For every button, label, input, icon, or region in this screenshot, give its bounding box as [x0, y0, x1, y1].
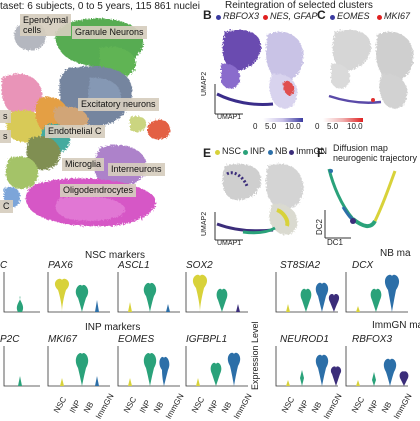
cluster-label-oligodendrocytes: Oligodendrocytes [60, 184, 137, 197]
panel-e-letter: E [203, 146, 212, 160]
nsc-markers-header: NSC markers [85, 250, 146, 261]
cluster-label-left-a: s [0, 110, 11, 123]
legend-dot-nes-gfap [263, 15, 268, 20]
nb-markers-header: NB ma [380, 248, 411, 259]
legend-dot-immgn [289, 150, 294, 155]
colorbar-b-max: 10.0 [285, 122, 301, 131]
panel-c: C EOMES MKI67 0 5.0 10.0 [315, 0, 420, 140]
panel-f-title-2: neurogenic trajectory [333, 153, 418, 163]
colorbar-c [323, 118, 363, 122]
gene-label-eomes: EOMES [118, 334, 155, 345]
panel-b: B Reintegration of selected clusters RBF… [201, 0, 373, 140]
legend-mki67: MKI67 [384, 11, 411, 21]
panel-a-title: taset: 6 subjects, 0 to 5 years, 115 861… [0, 1, 200, 12]
cluster-label-endothelial: Endothelial C [45, 125, 105, 138]
umap1-label-b: UMAP1 [217, 114, 242, 121]
dc1-label: DC1 [327, 238, 344, 247]
legend-dot-rbfox3 [216, 15, 221, 20]
inp-markers-header: INP markers [85, 322, 141, 333]
immgn-markers-header: ImmGN ma [372, 320, 420, 331]
gene-label-p2c: P2C [0, 334, 20, 345]
legend-nb: NB [275, 146, 288, 156]
panel-b-letter: B [203, 8, 212, 22]
cluster-label-left-b: s [0, 130, 11, 143]
gene-label-rbfox3: RBFOX3 [352, 334, 393, 345]
panel-a: taset: 6 subjects, 0 to 5 years, 115 861… [0, 0, 200, 230]
gene-label-mki67: MKI67 [48, 334, 77, 345]
cluster-label-granule: Granule Neurons [72, 26, 147, 39]
legend-dot-eomes [330, 15, 335, 20]
legend-nes-gfap: NES, GFAP [270, 11, 318, 21]
umap-expression-b [214, 29, 304, 115]
panel-f-title-1: Diffusion map [333, 143, 388, 153]
legend-eomes: EOMES [337, 11, 370, 21]
colorbar-b-min: 0 [253, 122, 258, 131]
cluster-label-microglia: Microglia [62, 158, 105, 171]
colorbar-c-max: 10.0 [347, 122, 363, 131]
colorbar-b-mid: 5.0 [265, 122, 277, 131]
legend-dot-nsc [215, 150, 220, 155]
gene-label-dcx: DCX [352, 260, 374, 271]
legend-inp: INP [250, 146, 266, 156]
gene-label-igfbpl1: IGFBPL1 [186, 334, 228, 345]
panel-f: F Diffusion map neurogenic trajectory DC… [315, 140, 420, 247]
umap1-label-e: UMAP1 [217, 240, 242, 247]
cluster-label-left-c: C [0, 200, 13, 213]
colorbar-c-min: 0 [315, 122, 320, 131]
cluster-label-excitatory: Excitatory neurons [78, 98, 159, 111]
colorbar-c-mid: 5.0 [327, 122, 339, 131]
colorbar-b [263, 118, 303, 122]
legend-nsc: NSC [222, 146, 242, 156]
panel-b-header: Reintegration of selected clusters [225, 0, 373, 11]
umap-celltype-e [214, 163, 304, 241]
diffusion-map [324, 168, 397, 239]
legend-dot-inp [243, 150, 248, 155]
legend-immgn: ImmGN [296, 146, 327, 156]
gene-label-ascl1: ASCL1 [118, 260, 150, 271]
legend-dot-mki67 [377, 15, 382, 20]
gene-label-neurod1: NEUROD1 [280, 334, 329, 345]
gene-label-pax6: PAX6 [48, 260, 73, 271]
gene-label-st8sia2: ST8SIA2 [280, 260, 321, 271]
panel-c-letter: C [317, 8, 326, 22]
legend-rbfox3: RBFOX3 [223, 11, 260, 21]
panel-f-letter: F [317, 146, 325, 160]
umap-expression-c [328, 29, 414, 109]
gene-label-c: C [0, 260, 8, 271]
legend-dot-nb [268, 150, 273, 155]
cluster-label-ependymal: Ependymal cells [20, 14, 72, 36]
panel-e: E NSC INP NB ImmGN UMAP2 UMAP1 [201, 140, 327, 247]
cluster-label-interneurons: Interneurons [108, 163, 165, 176]
gene-label-sox2: SOX2 [186, 260, 213, 271]
